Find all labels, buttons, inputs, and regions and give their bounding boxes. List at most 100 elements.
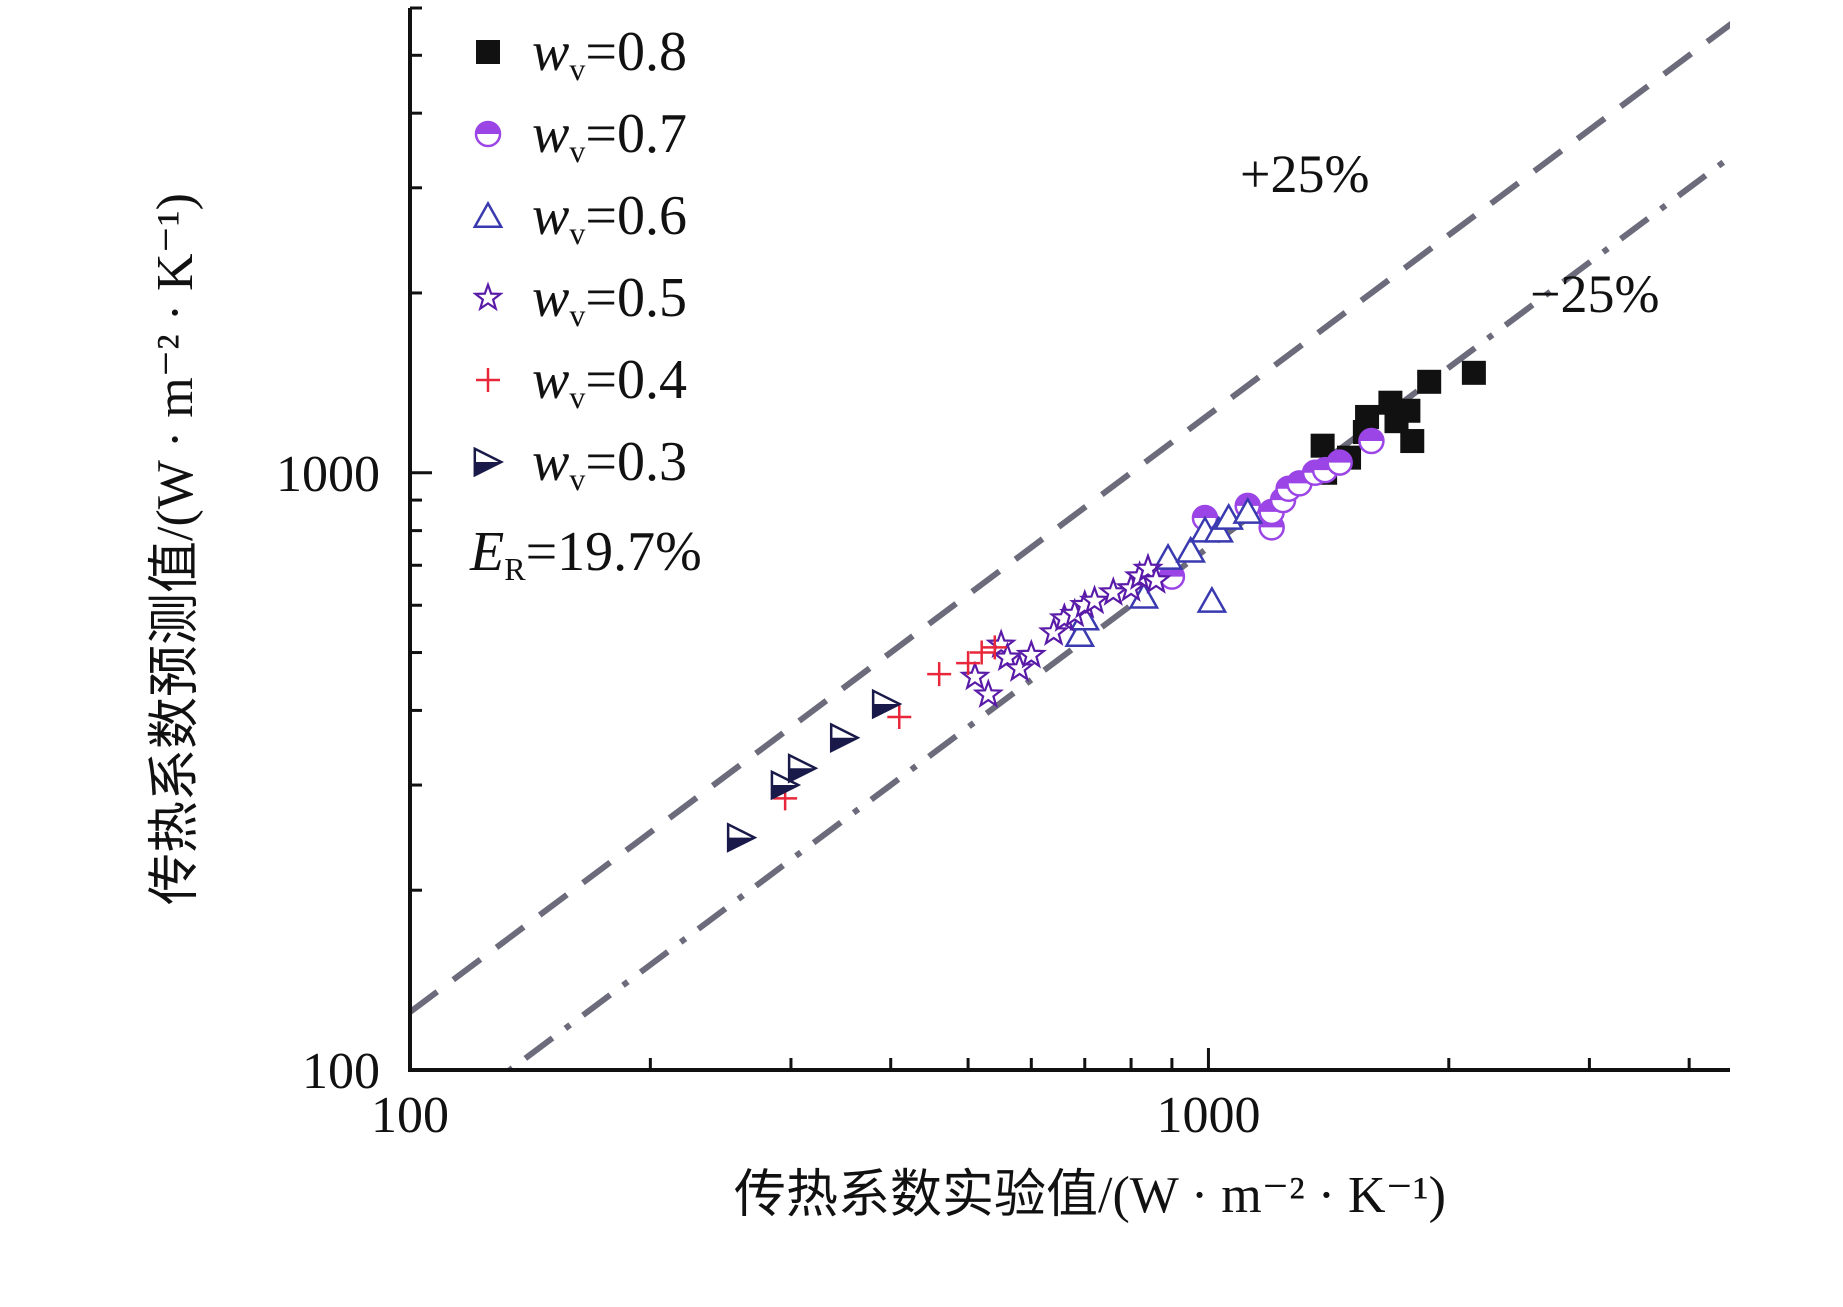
data-point	[1417, 369, 1442, 394]
marker-plus	[969, 640, 994, 665]
legend-label-value: =0.8	[585, 21, 687, 83]
legend-label-value: =0.4	[585, 349, 687, 411]
legend-label-subscript: v	[569, 379, 585, 415]
marker-circle-fill	[1359, 429, 1384, 442]
legend-label-value: =0.6	[585, 185, 687, 247]
data-point	[1003, 652, 1036, 682]
legend-label-symbol: w	[532, 21, 569, 83]
legend-marker	[474, 120, 502, 148]
data-point	[829, 722, 861, 753]
marker-plus	[476, 368, 500, 392]
relative-error-annotation: ER=19.7%	[469, 521, 702, 587]
marker-triangle	[472, 200, 504, 228]
legend-label: wv=0.5	[532, 267, 687, 333]
labels-layer: 传热系数实验值/(W · m⁻² · K⁻¹) 传热系数预测值/(W · m⁻² …	[147, 144, 1659, 1224]
legend-label: wv=0.3	[532, 431, 687, 497]
data-point	[1175, 535, 1207, 563]
marker-triangle-fill	[474, 462, 502, 476]
data-point	[982, 635, 1007, 660]
legend-label: wv=0.4	[532, 349, 687, 415]
legend-label-value: =0.5	[585, 267, 687, 329]
marker-star	[472, 281, 504, 312]
series-w-v-0-5	[959, 552, 1172, 709]
legend-label: wv=0.7	[532, 103, 687, 169]
legend-marker	[472, 200, 504, 228]
marker-star	[991, 641, 1024, 672]
x-tick-label: 100	[371, 1087, 449, 1144]
legend-label-subscript: v	[569, 215, 585, 251]
marker-circle-fill	[476, 122, 500, 134]
marker-square	[1461, 360, 1486, 385]
legend-entry: wv=0.4	[476, 349, 687, 415]
data-point	[1196, 585, 1228, 613]
legend-label-subscript: v	[569, 133, 585, 169]
marker-star	[1038, 616, 1070, 646]
marker-plus	[956, 651, 981, 676]
data-point	[927, 662, 952, 687]
data-point	[1358, 427, 1385, 455]
marker-square	[1417, 369, 1442, 394]
legend-label-symbol: w	[532, 267, 569, 329]
legend: wv=0.8wv=0.7wv=0.6wv=0.5wv=0.4wv=0.3	[472, 21, 687, 497]
data-point	[1064, 619, 1096, 647]
data-point	[787, 753, 819, 784]
marker-triangle	[1232, 496, 1264, 524]
marker-square	[1355, 404, 1380, 429]
marker-circle-fill	[1327, 450, 1352, 463]
legend-label-subscript: v	[569, 297, 585, 333]
marker-star	[972, 678, 1004, 709]
legend-label: wv=0.6	[532, 185, 687, 251]
axes-layer: 100 1000 100 1000	[276, 6, 1730, 1144]
marker-square	[1400, 429, 1425, 454]
marker-triangle-fill	[873, 704, 900, 718]
data-point	[991, 641, 1024, 672]
data-point	[1396, 398, 1421, 423]
marker-star	[1140, 564, 1172, 594]
legend-marker	[476, 368, 500, 392]
legend-entry: wv=0.7	[474, 103, 687, 169]
marker-plus	[982, 635, 1007, 660]
data-point	[1326, 449, 1353, 476]
data-point	[1152, 542, 1184, 570]
marker-star	[1132, 552, 1164, 583]
marker-triangle	[1064, 619, 1096, 647]
plus-25-label: +25%	[1240, 144, 1369, 204]
legend-entry: wv=0.3	[473, 431, 687, 497]
data-point	[1140, 564, 1172, 594]
data-point	[1232, 496, 1264, 524]
marker-square	[476, 40, 500, 64]
y-tick-label: 100	[302, 1043, 380, 1100]
legend-label-symbol: w	[532, 185, 569, 247]
marker-star	[1015, 638, 1047, 669]
data-point	[770, 769, 802, 801]
data-point	[1400, 429, 1425, 454]
marker-triangle-fill	[831, 737, 858, 751]
legend-marker	[476, 40, 500, 64]
marker-star	[985, 628, 1017, 659]
annotation-symbol: E	[469, 521, 504, 583]
data-point	[1132, 552, 1164, 583]
legend-label-symbol: w	[532, 431, 569, 493]
data-point	[871, 688, 903, 720]
data-point	[726, 822, 758, 853]
legend-label-value: =0.3	[585, 431, 687, 493]
data-point	[1015, 638, 1047, 669]
legend-label-value: =0.7	[585, 103, 687, 165]
legend-entry: wv=0.6	[472, 185, 687, 251]
marker-triangle	[1152, 542, 1184, 570]
marker-plus	[887, 704, 912, 729]
marker-triangle-fill	[771, 785, 799, 799]
data-point	[1461, 360, 1486, 385]
marker-triangle-fill	[728, 837, 755, 851]
reference-lines-layer	[410, 20, 1730, 1070]
legend-entry: wv=0.5	[472, 267, 687, 333]
legend-label-symbol: w	[532, 103, 569, 165]
data-points-layer	[726, 360, 1486, 853]
data-point	[985, 628, 1017, 659]
annotation-value: =19.7%	[526, 521, 702, 583]
marker-triangle-fill	[789, 768, 816, 782]
annotation-subscript: R	[504, 551, 526, 587]
data-point	[1078, 584, 1111, 615]
data-point	[956, 651, 981, 676]
